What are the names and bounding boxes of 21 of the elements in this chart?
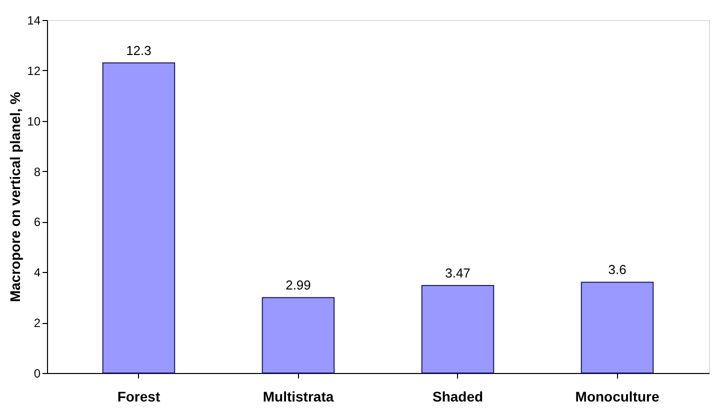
data-label: 12.3 bbox=[126, 42, 152, 58]
x-tick-label: Forest bbox=[117, 388, 160, 404]
bar bbox=[102, 62, 176, 374]
y-tick-label: 6 bbox=[34, 215, 41, 230]
x-tick-label: Monoculture bbox=[575, 388, 660, 404]
y-tick-label: 2 bbox=[34, 316, 41, 330]
data-label: 3.6 bbox=[608, 262, 626, 278]
bar bbox=[262, 297, 335, 374]
y-tick-label: 8 bbox=[34, 164, 41, 179]
bar bbox=[421, 285, 494, 374]
y-tick-label: 4 bbox=[34, 266, 41, 280]
y-tick-label: 0 bbox=[34, 366, 41, 380]
data-label: 2.99 bbox=[286, 278, 311, 293]
y-tick-label: 14 bbox=[27, 14, 41, 28]
y-axis-title: Macropore on vertical planel, % bbox=[7, 91, 24, 302]
bar bbox=[580, 282, 654, 374]
x-tick-label: Multistrata bbox=[262, 388, 334, 404]
x-tick-label: Shaded bbox=[432, 388, 484, 404]
data-label: 3.47 bbox=[445, 266, 470, 281]
y-tick-label: 10 bbox=[27, 114, 41, 128]
y-tick-label: 12 bbox=[27, 64, 41, 78]
